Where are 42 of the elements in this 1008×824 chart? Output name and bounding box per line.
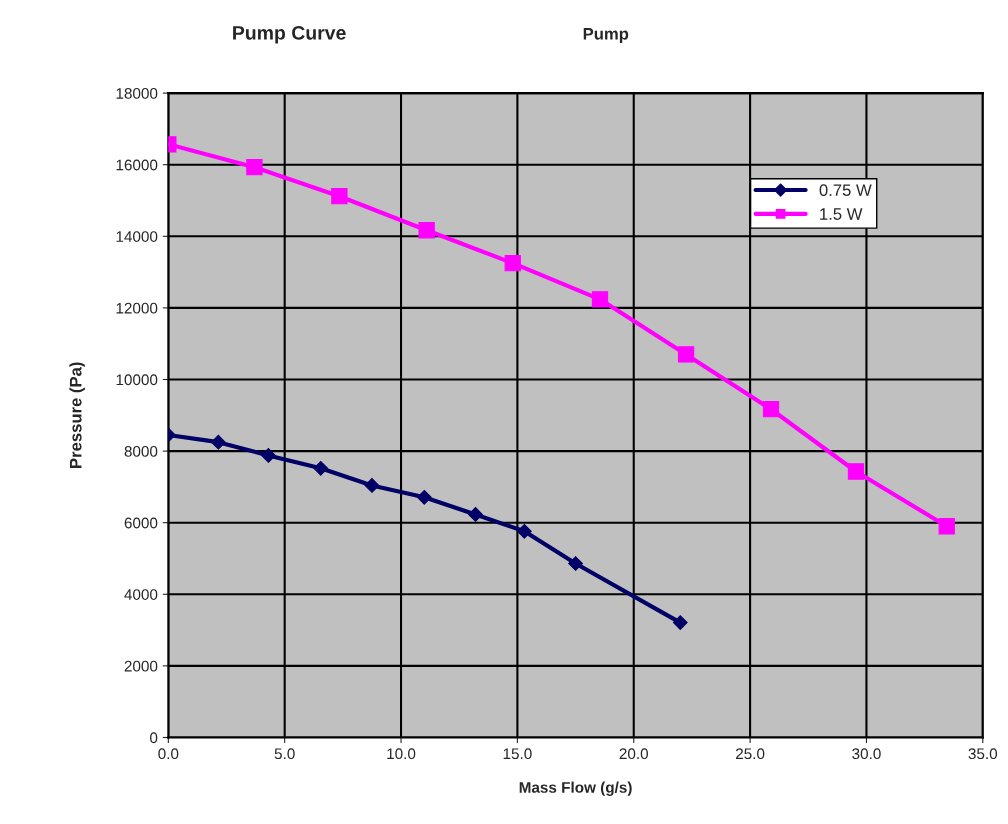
point	[364, 478, 380, 493]
point	[246, 159, 263, 176]
legend-label: 1.5 W	[820, 208, 863, 220]
y-tick-label: 4000	[124, 589, 158, 600]
x-axis-title: Mass Flow (g/s)	[519, 781, 632, 796]
y-tick-label: 8000	[124, 445, 158, 457]
legend-label: 0.75 W	[819, 184, 872, 197]
x-tick-label: 0.0	[158, 748, 179, 760]
point	[504, 255, 521, 272]
x-tick-label: 20.0	[619, 748, 649, 760]
y-tick-label: 6000	[124, 517, 158, 529]
y-tick-label: 14000	[116, 231, 158, 242]
y-tick-label: 16000	[116, 159, 158, 171]
point	[677, 346, 695, 363]
x-tick-label: 15.0	[503, 748, 532, 760]
x-tick-label: 35.0	[968, 748, 998, 760]
y-tick-label: 12000	[116, 302, 158, 314]
y-tick-label: 0	[150, 732, 158, 744]
y-tick-label: 10000	[116, 374, 158, 386]
x-tick-label: 25.0	[736, 748, 765, 760]
y-tick-label: 18000	[116, 87, 158, 99]
point	[568, 556, 583, 571]
x-tick-label: 30.0	[852, 748, 881, 760]
x-tick-label: 10.0	[387, 748, 416, 760]
x-tick-label: 5.0	[274, 748, 295, 760]
y-axis-title: Pressure (Pa)	[69, 362, 85, 468]
point	[591, 291, 609, 308]
point	[516, 523, 532, 539]
point	[261, 448, 276, 463]
chart-subtitle: Pump	[583, 28, 629, 44]
point	[938, 518, 955, 535]
point	[331, 188, 348, 205]
point	[418, 222, 435, 239]
point	[313, 460, 329, 476]
point	[847, 463, 865, 480]
point	[416, 489, 432, 505]
point	[210, 434, 226, 450]
chart-title: Pump Curve	[233, 25, 346, 44]
point	[672, 615, 688, 630]
point	[762, 401, 780, 418]
point	[468, 507, 483, 522]
y-tick-label: 2000	[124, 660, 158, 672]
